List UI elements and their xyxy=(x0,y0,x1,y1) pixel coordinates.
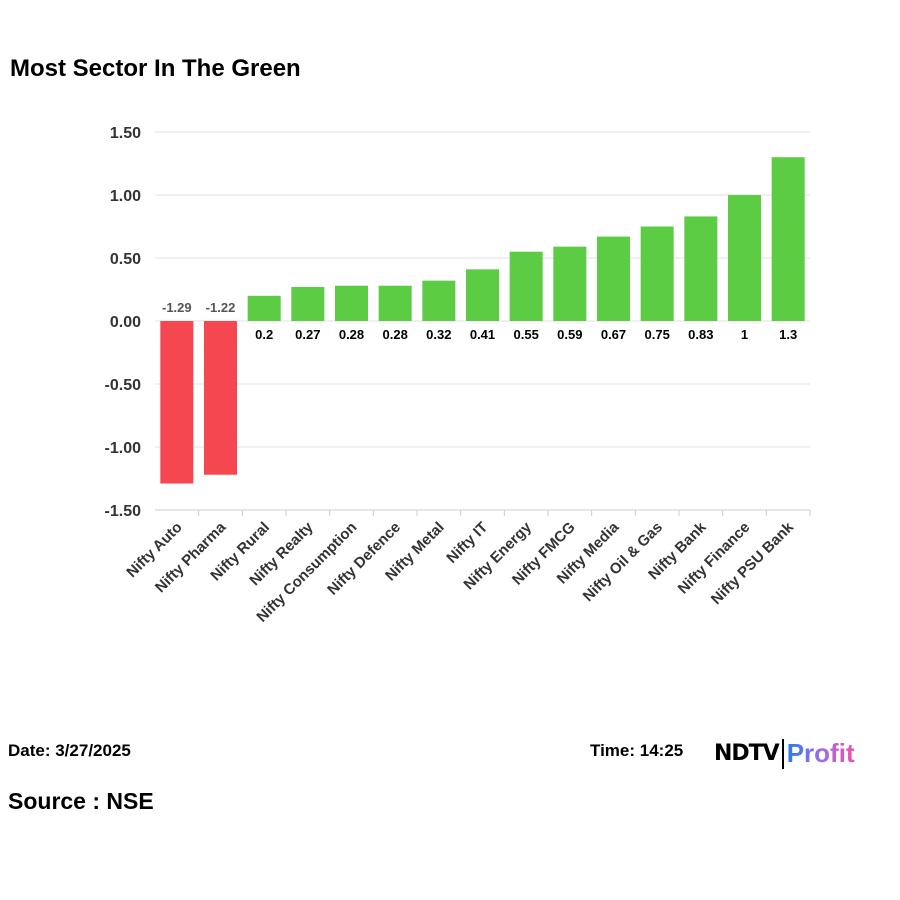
y-tick-label: 0.50 xyxy=(110,251,141,268)
bar xyxy=(247,295,281,321)
time-label: Time: 14:25 xyxy=(590,741,684,760)
data-label: -1.29 xyxy=(162,300,192,315)
bar xyxy=(597,236,630,321)
x-tick-label: Nifty Oil & Gas xyxy=(580,519,666,605)
source-label: Source : NSE xyxy=(8,788,154,814)
y-tick-label: 0.00 xyxy=(110,314,141,331)
bar xyxy=(553,246,587,321)
bar xyxy=(509,251,543,321)
logo-divider xyxy=(781,738,784,769)
y-tick-label: -0.50 xyxy=(105,377,142,394)
y-tick-label: 1.50 xyxy=(110,125,141,142)
bar xyxy=(466,269,499,321)
data-label: 0.2 xyxy=(255,327,273,342)
bar xyxy=(291,286,325,321)
data-label: 0.27 xyxy=(295,327,320,342)
y-tick-label: 1.00 xyxy=(110,188,141,205)
data-label: 0.67 xyxy=(601,327,626,342)
bar xyxy=(378,285,412,321)
logo-ndtv: NDTV xyxy=(714,741,780,766)
chart-title: Most Sector In The Green xyxy=(10,55,301,82)
bar-chart: 1.50 1.00 0.50 0.00 -0.50 -1.00 -1.50 -1.29 Nift… xyxy=(105,125,811,626)
data-label: 1.3 xyxy=(779,327,797,342)
bar xyxy=(728,195,761,321)
bar xyxy=(422,280,456,321)
data-label: 0.75 xyxy=(645,327,670,342)
data-label: -1.22 xyxy=(206,300,236,315)
logo-profit: Profit xyxy=(786,738,855,768)
data-label: 0.55 xyxy=(514,327,539,342)
data-label: 1 xyxy=(741,327,748,342)
bar xyxy=(684,216,718,321)
ndtv-profit-logo: NDTV Profit xyxy=(714,738,855,769)
data-label: 0.59 xyxy=(557,327,582,342)
data-label: 0.28 xyxy=(339,327,364,342)
data-label: 0.83 xyxy=(688,327,713,342)
x-tick-label: Nifty PSU Bank xyxy=(708,518,798,608)
date-label: Date: 3/27/2025 xyxy=(8,741,131,760)
bar xyxy=(335,285,368,321)
bar xyxy=(640,226,674,321)
y-tick-label: -1.50 xyxy=(105,503,142,520)
data-label: 0.41 xyxy=(470,327,495,342)
data-label: 0.28 xyxy=(383,327,408,342)
data-label: 0.32 xyxy=(426,327,451,342)
y-tick-label: -1.00 xyxy=(105,440,142,457)
bar xyxy=(204,321,237,475)
bar xyxy=(771,157,805,321)
bar xyxy=(160,321,194,484)
